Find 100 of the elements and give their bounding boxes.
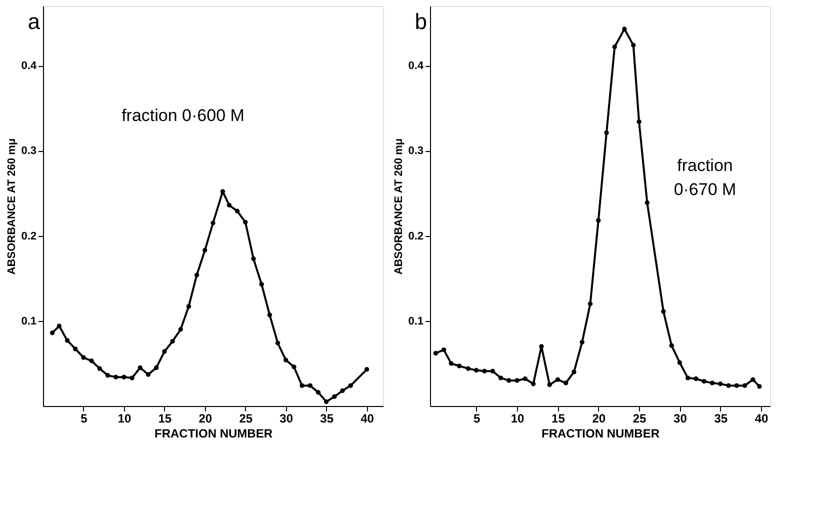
point [563,380,568,386]
x-tick-label: 10 [510,412,525,426]
x-tick-label: 40 [754,412,769,426]
x-tick-label: 10 [118,412,132,426]
y-tick-label: 0.4 [21,60,38,72]
y-axis-title: ABSORBANCE AT 260 mμ [6,138,18,275]
point [612,44,617,50]
point [669,343,674,348]
point [251,256,256,262]
y-tick-label: 0.3 [408,145,424,158]
point [677,360,682,365]
x-axis-title: FRACTION NUMBER [154,426,273,440]
point [324,399,329,404]
point [259,282,264,287]
point [547,382,552,388]
point [226,202,232,208]
point [202,248,208,253]
point [441,347,446,352]
point [514,378,520,383]
point [194,272,200,278]
point [292,364,296,370]
point [316,390,321,395]
x-tick-label: 40 [360,412,374,426]
y-tick-label: 0.1 [21,315,36,328]
y-axis-title: ABSORBANCE AT 260 mμ [393,138,406,275]
point [332,394,337,399]
point [572,370,576,374]
point [734,383,739,388]
point [220,189,226,194]
point [64,338,70,343]
point [130,376,134,380]
point [308,383,312,388]
x-axis-title: FRACTION NUMBER [542,426,660,440]
point [498,376,504,380]
x-tick-label: 25 [632,412,647,426]
point [694,376,698,382]
point [114,374,118,380]
point [726,383,731,388]
x-tick-label: 5 [474,412,481,426]
x-tick-label: 30 [280,412,294,426]
point [555,377,560,382]
y-tick-label: 0.4 [408,60,424,72]
point [702,378,706,384]
point [742,383,748,388]
point [661,309,666,314]
x-tick-label: 20 [592,412,606,426]
point [686,376,690,380]
point [636,119,642,124]
point [234,208,240,214]
x-tick-label: 20 [198,412,212,426]
point [170,338,175,344]
annotation: fraction [677,156,733,175]
point [105,373,110,378]
y-tick-label: 0.2 [408,230,424,242]
point [622,26,627,32]
point [433,350,438,356]
point [448,361,454,366]
point [186,304,192,309]
point [710,380,715,386]
point [456,364,462,368]
point [81,355,86,360]
chart-title: a [28,9,41,34]
point [154,365,159,370]
point [530,382,536,386]
x-tick-label: 25 [239,412,253,426]
x-tick-label: 5 [80,412,88,426]
point [267,312,272,318]
point [178,327,183,332]
point [97,366,102,371]
point [340,388,345,394]
point [243,220,248,225]
point [284,358,288,362]
point [122,374,126,380]
point [718,382,723,386]
point [275,340,280,346]
x-tick-label: 15 [158,412,172,426]
point [364,367,370,372]
point [596,218,601,223]
chart-title: b [414,9,427,34]
point [162,349,167,354]
point [644,200,650,205]
point [474,368,479,373]
point [210,220,216,226]
x-tick-label: 35 [714,412,728,426]
point [466,366,471,371]
point [73,346,78,352]
x-tick-label: 35 [320,412,334,426]
point [604,130,609,136]
y-tick-label: 0.2 [21,230,36,242]
point [750,377,756,382]
point [50,330,55,336]
point [482,368,487,374]
annotation: fraction 0·600 M [122,106,244,125]
point [580,340,584,345]
point [348,383,353,388]
x-tick-label: 30 [674,412,688,426]
point [146,372,151,377]
point [631,42,636,48]
x-tick-label: 15 [552,412,566,426]
point [138,365,142,370]
